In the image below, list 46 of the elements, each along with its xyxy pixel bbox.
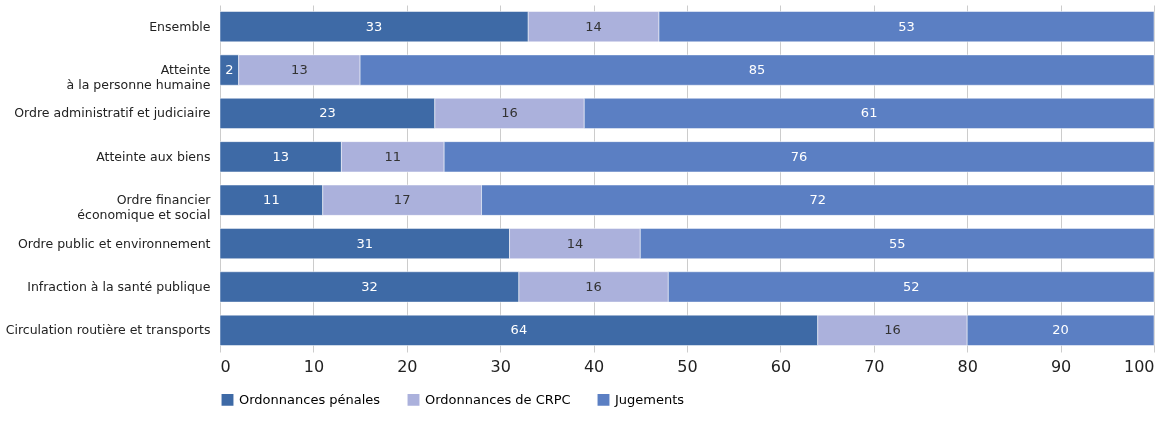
x-tick-label: 100 [1123,356,1155,376]
data-label: 16 [585,278,602,294]
data-label: 14 [585,18,602,34]
y-tick-label: Circulation routière et transports [5,322,211,338]
y-tick-label: Ordre administratif et judiciaire [14,105,211,121]
y-tick-label: Ensemble [149,18,211,34]
data-label: 31 [356,235,374,251]
data-label: 13 [272,148,289,164]
data-label: 61 [860,105,878,121]
legend-label: Ordonnances pénales [239,391,381,407]
data-label: 76 [790,148,808,164]
y-tick-label: Ordre public et environnement [17,235,211,251]
y-tick-label: Infraction à la santé publique [27,278,211,294]
x-tick-label: 50 [677,356,698,376]
data-label: 53 [898,18,915,34]
data-label: 64 [510,322,528,338]
data-label: 55 [888,235,906,251]
data-label: 32 [361,278,378,294]
data-label: 20 [1052,322,1069,338]
x-tick-label: 10 [303,356,325,376]
data-label: 23 [319,105,336,121]
x-tick-label: 70 [864,356,885,376]
data-label: 33 [365,18,383,34]
x-tick-label: 30 [490,356,511,376]
data-label: 11 [263,192,280,208]
x-tick-label: 0 [220,356,231,376]
data-label: 14 [566,235,584,251]
x-tick-label: 20 [397,356,418,376]
data-label: 52 [902,278,920,294]
y-tick-label: Ordre financier économique et social [77,192,212,223]
data-label: 17 [393,192,411,208]
data-label: 16 [884,322,901,338]
y-tick-label: Atteinte aux biens [96,148,211,164]
y-tick-label: Atteinte à la personne humaine [66,62,211,93]
legend-label: Jugements [614,391,685,407]
x-tick-label: 60 [770,356,792,376]
data-label: 11 [384,148,402,164]
x-tick-label: 40 [583,356,605,376]
data-label: 72 [809,192,827,208]
data-label: 2 [225,62,234,78]
data-label: 85 [748,62,766,78]
data-label: 16 [501,105,518,121]
x-tick-label: 90 [1050,356,1072,376]
x-tick-label: 80 [957,356,978,376]
legend-label: Ordonnances de CRPC [425,391,571,407]
data-label: 13 [291,62,308,78]
